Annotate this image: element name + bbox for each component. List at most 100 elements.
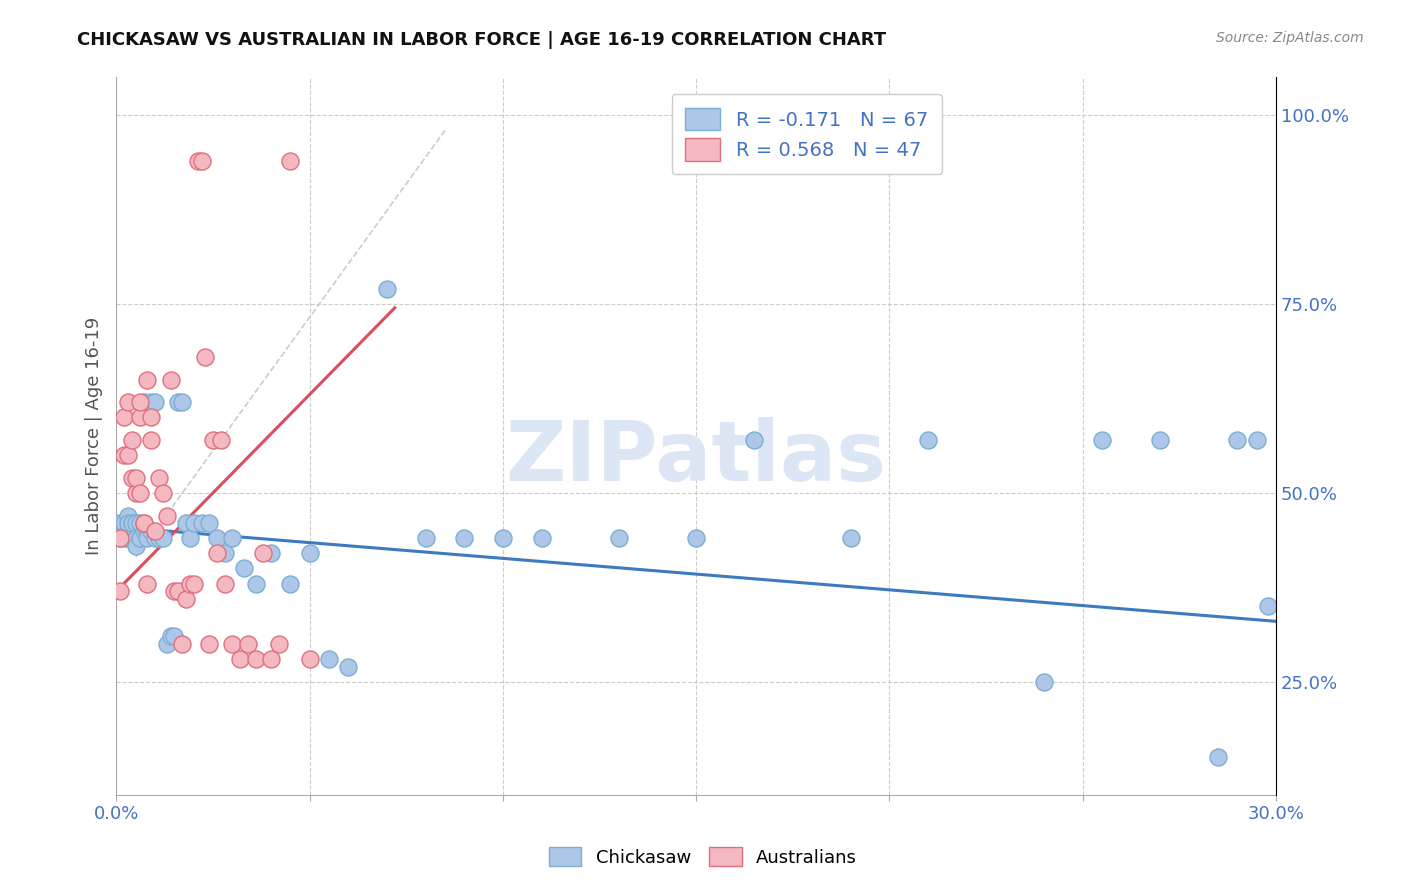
Point xyxy=(1257,599,1279,614)
Point xyxy=(530,531,553,545)
Point xyxy=(159,629,181,643)
Point xyxy=(125,531,148,545)
Point xyxy=(194,350,217,364)
Point xyxy=(121,471,143,485)
Point xyxy=(183,516,205,530)
Point xyxy=(112,516,135,530)
Point xyxy=(132,516,155,530)
Point xyxy=(229,652,252,666)
Point xyxy=(187,153,209,168)
Text: Source: ZipAtlas.com: Source: ZipAtlas.com xyxy=(1216,31,1364,45)
Point xyxy=(205,546,228,560)
Point xyxy=(280,576,302,591)
Point xyxy=(112,531,135,545)
Point xyxy=(156,508,179,523)
Point xyxy=(1091,433,1114,447)
Point xyxy=(172,395,194,409)
Point xyxy=(125,539,148,553)
Point xyxy=(143,531,166,545)
Point xyxy=(221,531,243,545)
Point xyxy=(245,576,267,591)
Point xyxy=(163,629,186,643)
Point xyxy=(245,652,267,666)
Point xyxy=(375,282,398,296)
Point xyxy=(148,531,170,545)
Point xyxy=(112,524,135,538)
Point xyxy=(117,516,139,530)
Point xyxy=(202,433,225,447)
Legend: Chickasaw, Australians: Chickasaw, Australians xyxy=(541,840,865,874)
Point xyxy=(156,637,179,651)
Point xyxy=(453,531,475,545)
Point xyxy=(1246,433,1268,447)
Point xyxy=(110,516,132,530)
Point xyxy=(318,652,340,666)
Point xyxy=(143,524,166,538)
Point xyxy=(607,531,630,545)
Point xyxy=(128,531,150,545)
Point xyxy=(125,531,148,545)
Text: CHICKASAW VS AUSTRALIAN IN LABOR FORCE | AGE 16-19 CORRELATION CHART: CHICKASAW VS AUSTRALIAN IN LABOR FORCE |… xyxy=(77,31,886,49)
Point xyxy=(167,584,190,599)
Point xyxy=(260,652,283,666)
Point xyxy=(132,516,155,530)
Point xyxy=(209,433,232,447)
Point xyxy=(1033,674,1056,689)
Point xyxy=(742,433,765,447)
Point xyxy=(1149,433,1171,447)
Point xyxy=(110,584,132,599)
Point xyxy=(167,395,190,409)
Point xyxy=(128,486,150,500)
Point xyxy=(298,546,321,560)
Point xyxy=(125,471,148,485)
Legend: R = -0.171   N = 67, R = 0.568   N = 47: R = -0.171 N = 67, R = 0.568 N = 47 xyxy=(672,95,942,174)
Point xyxy=(141,524,163,538)
Point xyxy=(1206,750,1229,764)
Point xyxy=(159,373,181,387)
Point xyxy=(110,531,132,545)
Point xyxy=(117,524,139,538)
Point xyxy=(121,516,143,530)
Point xyxy=(214,576,236,591)
Point xyxy=(136,524,159,538)
Point xyxy=(125,486,148,500)
Point xyxy=(221,637,243,651)
Point xyxy=(128,516,150,530)
Point xyxy=(179,531,201,545)
Point xyxy=(205,531,228,545)
Point xyxy=(190,516,212,530)
Point xyxy=(125,516,148,530)
Point xyxy=(280,153,302,168)
Point xyxy=(141,410,163,425)
Point xyxy=(179,576,201,591)
Point xyxy=(190,153,212,168)
Point xyxy=(152,486,174,500)
Y-axis label: In Labor Force | Age 16-19: In Labor Force | Age 16-19 xyxy=(86,318,103,556)
Point xyxy=(163,584,186,599)
Point xyxy=(492,531,515,545)
Point xyxy=(148,471,170,485)
Point xyxy=(121,531,143,545)
Point xyxy=(183,576,205,591)
Point xyxy=(117,508,139,523)
Point xyxy=(136,373,159,387)
Point xyxy=(121,531,143,545)
Point xyxy=(132,395,155,409)
Point xyxy=(152,531,174,545)
Point xyxy=(198,516,221,530)
Point xyxy=(839,531,862,545)
Point xyxy=(117,448,139,462)
Point xyxy=(174,516,197,530)
Point xyxy=(236,637,259,651)
Point xyxy=(198,637,221,651)
Point xyxy=(174,591,197,606)
Point xyxy=(143,395,166,409)
Point xyxy=(214,546,236,560)
Point xyxy=(128,395,150,409)
Point xyxy=(121,516,143,530)
Point xyxy=(141,395,163,409)
Point xyxy=(141,433,163,447)
Point xyxy=(117,395,139,409)
Point xyxy=(415,531,437,545)
Point xyxy=(260,546,283,560)
